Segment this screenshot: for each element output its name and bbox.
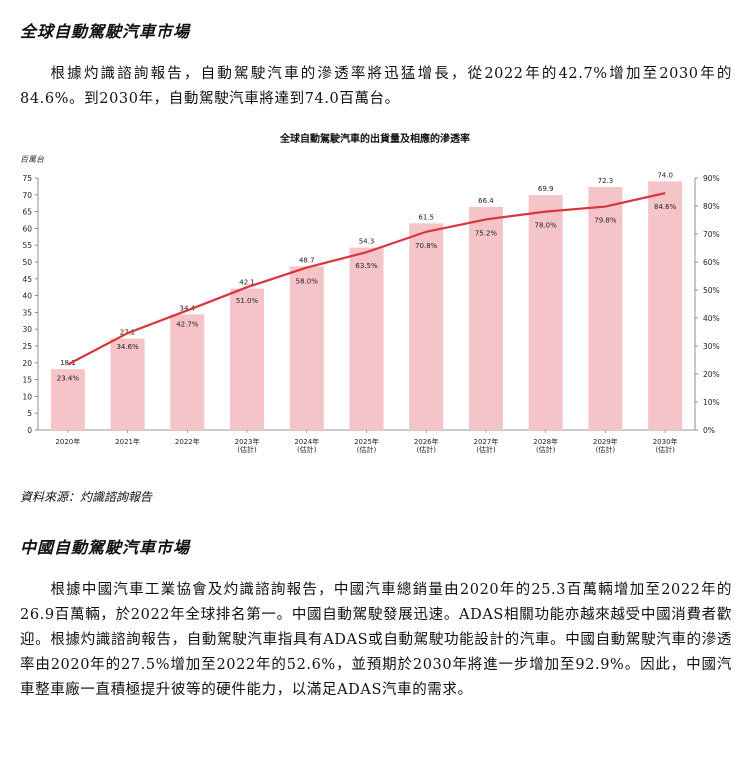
- y-tick-label: 65: [22, 208, 32, 217]
- bar-value-label: 48.7: [299, 256, 315, 264]
- bar: [349, 247, 384, 430]
- bar-line-chart: 百萬台 0 5 10 15 20 25 30 35 40 45 50 55 60 65 70 75 0% 10%…: [20, 155, 720, 454]
- x-tick-label: 2021年: [115, 437, 140, 446]
- y-tick-label: 25: [22, 342, 32, 351]
- line-value-labels: 23.4% 34.6% 42.7% 51.0% 58.0% 63.5% 70.8% 75.2%…: [57, 203, 677, 382]
- line-value-label: 79.8%: [594, 217, 617, 225]
- x-tick-label: 2029年: [593, 437, 618, 446]
- bars: [50, 181, 683, 430]
- y2-tick-label: 70%: [703, 230, 720, 239]
- y2-tick-label: 80%: [703, 202, 720, 211]
- x-tick-label: 2020年: [55, 437, 80, 446]
- x-tick-label: 2026年: [414, 437, 439, 446]
- y-ticks-left: 0 5 10 15 20 25 30 35 40 45 50 55 60 65 70 75: [22, 174, 38, 435]
- y-tick-label: 55: [22, 241, 32, 250]
- y2-tick-label: 30%: [703, 342, 720, 351]
- y2-tick-label: 90%: [703, 174, 720, 183]
- section-heading-global: 全球自動駕駛汽車市場: [20, 22, 191, 41]
- y2-tick-label: 0%: [703, 426, 715, 435]
- y2-tick-label: 60%: [703, 258, 720, 267]
- bar: [50, 369, 85, 430]
- line-value-label: 78.0%: [535, 222, 558, 230]
- bar-value-label: 42.1: [239, 279, 255, 287]
- penetration-rate-line: [67, 192, 666, 366]
- bar-value-label: 54.3: [359, 238, 375, 246]
- line-value-label: 75.2%: [475, 229, 498, 237]
- paragraph-global: 根據灼識諮詢報告，自動駕駛汽車的滲透率將迅猛增長，從2022年的42.7%增加至…: [20, 66, 732, 107]
- x-tick-label: 2022年: [175, 437, 200, 446]
- y-tick-label: 45: [22, 275, 32, 284]
- bar-value-label: 18.1: [60, 359, 76, 367]
- y-tick-label: 75: [22, 174, 32, 183]
- x-tick-label: (估計): [536, 445, 556, 454]
- bar: [468, 206, 503, 430]
- y-tick-label: 30: [22, 325, 32, 334]
- y2-tick-label: 20%: [703, 370, 720, 379]
- x-tick-label: (估計): [297, 445, 317, 454]
- x-tick-label: 2025年: [354, 437, 379, 446]
- y-tick-label: 50: [22, 258, 32, 267]
- bar-value-label: 74.0: [657, 171, 673, 179]
- y-tick-label: 40: [22, 292, 32, 301]
- y-axis-label: 百萬台: [20, 155, 45, 164]
- bar-value-label: 61.5: [418, 213, 434, 221]
- bar: [409, 223, 444, 430]
- bar-value-labels: 18.127.234.442.148.754.361.566.469.972.3…: [60, 171, 673, 367]
- bar: [528, 195, 563, 430]
- bar: [648, 181, 683, 430]
- chart-title: 全球自動駕駛汽車的出貨量及相應的滲透率: [280, 134, 470, 145]
- y-tick-label: 60: [22, 224, 32, 233]
- line-value-label: 42.7%: [176, 320, 199, 328]
- y-tick-label: 10: [22, 392, 32, 401]
- line-value-label: 63.5%: [355, 262, 378, 270]
- x-category-labels: 2020年 2021年 2022年 2023年(估計)2024年(估計)2025年(估…: [55, 430, 678, 454]
- y-tick-label: 70: [22, 191, 32, 200]
- section-heading-china: 中國自動駕駛汽車市場: [20, 538, 191, 557]
- y-tick-label: 20: [22, 359, 32, 368]
- y-ticks-right: 0% 10% 20% 30% 40% 50% 60% 70% 80% 90%: [695, 174, 720, 435]
- y-tick-label: 15: [22, 376, 32, 385]
- line-value-label: 51.0%: [236, 297, 259, 305]
- x-tick-label: (估計): [357, 445, 377, 454]
- y-tick-label: 0: [27, 426, 32, 435]
- x-tick-label: 2030年: [653, 437, 678, 446]
- x-tick-label: (估計): [237, 445, 257, 454]
- bar-value-label: 34.4: [180, 304, 196, 312]
- line-value-label: 23.4%: [57, 374, 80, 382]
- x-tick-label: (估計): [476, 445, 496, 454]
- paragraph-china: 根據中國汽車工業協會及灼識諮詢報告，中國汽車總銷量由2020年的25.3百萬輛增…: [20, 582, 732, 698]
- bar-value-label: 69.9: [538, 185, 554, 193]
- line-value-label: 70.8%: [415, 242, 438, 250]
- bar-value-label: 72.3: [598, 177, 614, 185]
- y-tick-label: 5: [27, 409, 32, 418]
- line-value-label: 58.0%: [296, 278, 319, 286]
- source-note: 資料來源：灼識諮詢報告: [20, 490, 153, 504]
- x-tick-label: (估計): [416, 445, 436, 454]
- bar: [588, 187, 623, 430]
- y2-tick-label: 50%: [703, 286, 720, 295]
- bar: [230, 288, 265, 430]
- bar-value-label: 66.4: [478, 197, 494, 205]
- x-tick-label: 2024年: [294, 437, 319, 446]
- x-tick-label: (估計): [655, 445, 675, 454]
- y2-tick-label: 40%: [703, 314, 720, 323]
- bar: [170, 314, 205, 430]
- x-tick-label: 2027年: [474, 437, 499, 446]
- x-tick-label: (估計): [596, 445, 616, 454]
- x-tick-label: 2023年: [235, 437, 260, 446]
- x-tick-label: 2028年: [533, 437, 558, 446]
- line-value-label: 84.6%: [654, 203, 677, 211]
- bar: [289, 266, 324, 430]
- line-value-label: 34.6%: [116, 343, 139, 351]
- y-tick-label: 35: [22, 308, 32, 317]
- bar: [110, 338, 145, 430]
- y2-tick-label: 10%: [703, 398, 720, 407]
